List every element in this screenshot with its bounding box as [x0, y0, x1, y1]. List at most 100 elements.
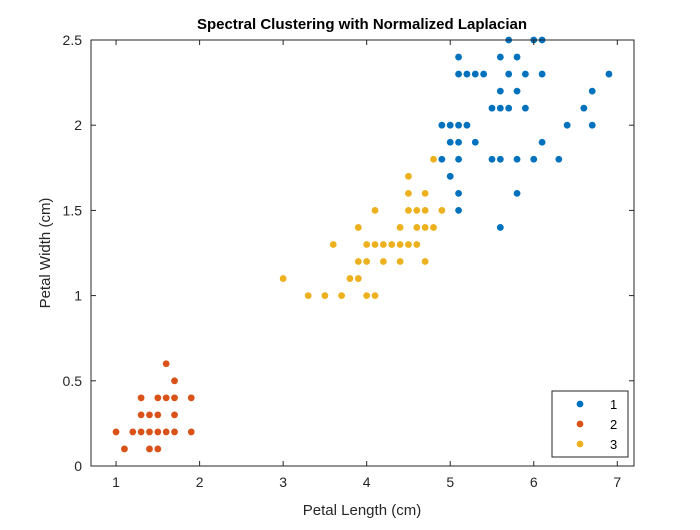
data-point-series-2 — [162, 394, 170, 402]
data-point-series-3 — [279, 275, 287, 282]
data-point-series-3 — [354, 224, 362, 231]
x-axis-label: Petal Length (cm) — [303, 502, 421, 519]
data-point-series-1 — [513, 189, 521, 197]
data-point-series-2 — [146, 411, 153, 419]
data-point-series-3 — [438, 207, 446, 214]
data-point-series-1 — [438, 121, 446, 129]
legend-entry-3[interactable]: 3 — [576, 437, 618, 452]
data-point-series-2 — [137, 411, 145, 419]
data-point-series-1 — [588, 121, 596, 129]
legend-box — [551, 390, 629, 458]
data-point-series-3 — [421, 189, 429, 197]
x-tick-label: 2 — [196, 474, 204, 490]
data-point-series-3 — [405, 172, 412, 180]
legend-label: 2 — [610, 417, 617, 432]
data-point-series-1 — [513, 87, 521, 95]
y-tick-label: 1 — [74, 288, 82, 304]
legend[interactable]: 1 2 3 — [551, 390, 629, 458]
data-point-series-1 — [455, 53, 462, 61]
legend-marker — [576, 440, 584, 448]
legend-marker — [576, 420, 584, 428]
axes-background — [91, 40, 634, 466]
legend-entry-1[interactable]: 1 — [576, 397, 618, 412]
data-point-series-3 — [379, 241, 387, 248]
x-tick-label: 4 — [363, 474, 371, 490]
data-point-series-3 — [388, 241, 396, 248]
data-point-series-2 — [162, 360, 170, 368]
data-point-series-1 — [605, 70, 613, 78]
data-point-series-1 — [496, 53, 504, 61]
data-point-series-3 — [396, 241, 404, 248]
x-tick-label: 7 — [613, 474, 621, 490]
data-point-series-1 — [455, 155, 462, 163]
data-point-series-2 — [171, 394, 178, 402]
legend-entry-2[interactable]: 2 — [576, 417, 618, 432]
data-point-series-1 — [563, 121, 571, 129]
data-points — [112, 36, 613, 453]
data-point-series-3 — [430, 155, 437, 163]
data-point-series-1 — [471, 70, 479, 78]
y-tick-label: 0.5 — [63, 373, 83, 389]
x-tick-label: 5 — [446, 474, 454, 490]
data-point-series-1 — [446, 172, 454, 180]
data-point-series-1 — [505, 104, 513, 112]
y-tick-label: 2 — [74, 117, 82, 133]
data-point-series-2 — [171, 428, 178, 436]
data-point-series-3 — [405, 189, 412, 197]
data-point-series-1 — [455, 207, 462, 214]
data-point-series-1 — [488, 104, 496, 112]
data-point-series-3 — [430, 224, 437, 231]
data-point-series-1 — [580, 104, 588, 112]
data-point-series-2 — [171, 411, 178, 419]
data-point-series-1 — [455, 70, 462, 78]
data-point-series-3 — [363, 258, 371, 265]
data-point-series-3 — [413, 224, 421, 231]
data-point-series-2 — [146, 428, 153, 436]
data-point-series-3 — [304, 292, 312, 299]
data-point-series-3 — [421, 207, 429, 214]
data-point-series-1 — [480, 70, 488, 78]
legend-label: 1 — [610, 397, 617, 412]
data-point-series-1 — [488, 155, 496, 163]
data-point-series-3 — [354, 275, 362, 282]
data-point-series-3 — [329, 241, 337, 248]
x-tick-label: 1 — [112, 474, 120, 490]
data-point-series-2 — [146, 445, 153, 453]
data-point-series-3 — [363, 292, 371, 299]
data-point-series-1 — [463, 121, 471, 129]
data-point-series-1 — [588, 87, 596, 95]
data-point-series-3 — [396, 258, 404, 265]
data-point-series-2 — [129, 428, 137, 436]
data-point-series-1 — [455, 121, 462, 129]
data-point-series-1 — [513, 53, 521, 61]
data-point-series-2 — [187, 428, 195, 436]
y-tick-label: 1.5 — [63, 202, 83, 218]
data-point-series-3 — [421, 224, 429, 231]
data-point-series-2 — [162, 428, 170, 436]
data-point-series-3 — [379, 258, 387, 265]
data-point-series-2 — [154, 445, 162, 453]
data-point-series-1 — [438, 155, 446, 163]
data-point-series-3 — [413, 207, 421, 214]
data-point-series-2 — [154, 394, 162, 402]
data-point-series-3 — [363, 241, 371, 248]
legend-label: 3 — [610, 437, 617, 452]
data-point-series-2 — [121, 445, 128, 453]
data-point-series-1 — [496, 87, 504, 95]
data-point-series-3 — [354, 258, 362, 265]
data-point-series-2 — [187, 394, 195, 402]
axis-ticks: 1 2 3 4 5 6 7 0 0.5 1 1.5 2 2.5 — [63, 32, 634, 490]
legend-marker — [576, 400, 584, 408]
data-point-series-1 — [496, 155, 504, 163]
data-point-series-1 — [513, 155, 521, 163]
legend-entries: 1 2 3 — [576, 397, 618, 452]
data-point-series-3 — [396, 224, 404, 231]
data-point-series-3 — [405, 241, 412, 248]
data-point-series-1 — [538, 70, 546, 78]
data-point-series-2 — [137, 428, 145, 436]
chart-title: Spectral Clustering with Normalized Lapl… — [197, 16, 527, 33]
data-point-series-3 — [338, 292, 346, 299]
y-tick-label: 0 — [74, 458, 82, 474]
